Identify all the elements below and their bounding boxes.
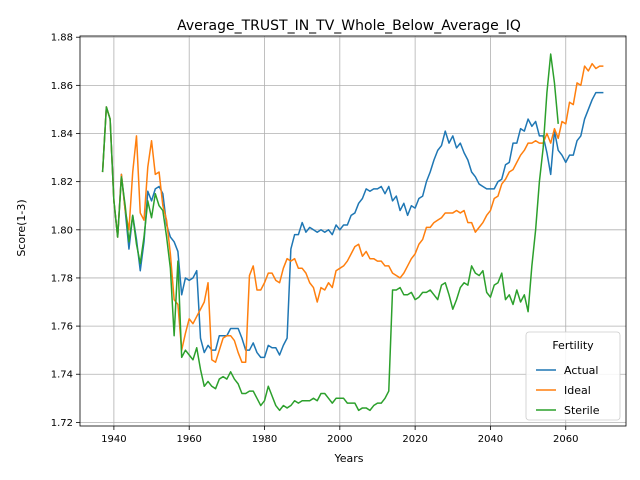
legend-label-ideal: Ideal bbox=[564, 384, 591, 397]
y-axis-title: Score(1-3) bbox=[15, 199, 28, 256]
grid bbox=[80, 36, 626, 426]
y-tick-label: 1.76 bbox=[51, 322, 73, 333]
x-tick-label: 2060 bbox=[553, 434, 578, 445]
series-layer bbox=[101, 53, 604, 412]
x-tick-label: 1940 bbox=[101, 434, 126, 445]
x-axis: 1940 1960 1980 2000 2020 2040 2060 bbox=[101, 426, 578, 445]
y-tick-label: 1.82 bbox=[51, 177, 73, 188]
x-tick-label: 2040 bbox=[478, 434, 503, 445]
x-tick-label: 1960 bbox=[176, 434, 201, 445]
y-tick-label: 1.80 bbox=[51, 225, 73, 236]
y-tick-label: 1.78 bbox=[51, 273, 73, 284]
legend-title: Fertility bbox=[552, 339, 594, 352]
series-line-actual bbox=[101, 91, 604, 359]
y-axis: 1.72 1.74 1.76 1.78 1.80 1.82 1.84 1.86 1.88 bbox=[51, 33, 80, 429]
series-line-sterile bbox=[101, 53, 559, 412]
x-tick-label: 1980 bbox=[252, 434, 277, 445]
y-tick-label: 1.88 bbox=[51, 33, 73, 44]
legend: Fertility Actual Ideal Sterile bbox=[525, 331, 621, 421]
y-tick-label: 1.74 bbox=[51, 370, 73, 381]
chart-title: Average_TRUST_IN_TV_Whole_Below_Average_… bbox=[177, 18, 521, 34]
series-line-ideal bbox=[101, 62, 604, 363]
y-tick-label: 1.86 bbox=[51, 81, 73, 92]
y-tick-label: 1.72 bbox=[51, 418, 73, 429]
legend-label-sterile: Sterile bbox=[564, 404, 600, 417]
x-tick-label: 2000 bbox=[327, 434, 352, 445]
y-tick-label: 1.84 bbox=[51, 129, 73, 140]
x-axis-title: Years bbox=[333, 452, 363, 465]
x-tick-label: 2020 bbox=[402, 434, 427, 445]
plot-frame bbox=[79, 35, 627, 427]
legend-box bbox=[525, 331, 621, 421]
legend-label-actual: Actual bbox=[564, 364, 598, 377]
